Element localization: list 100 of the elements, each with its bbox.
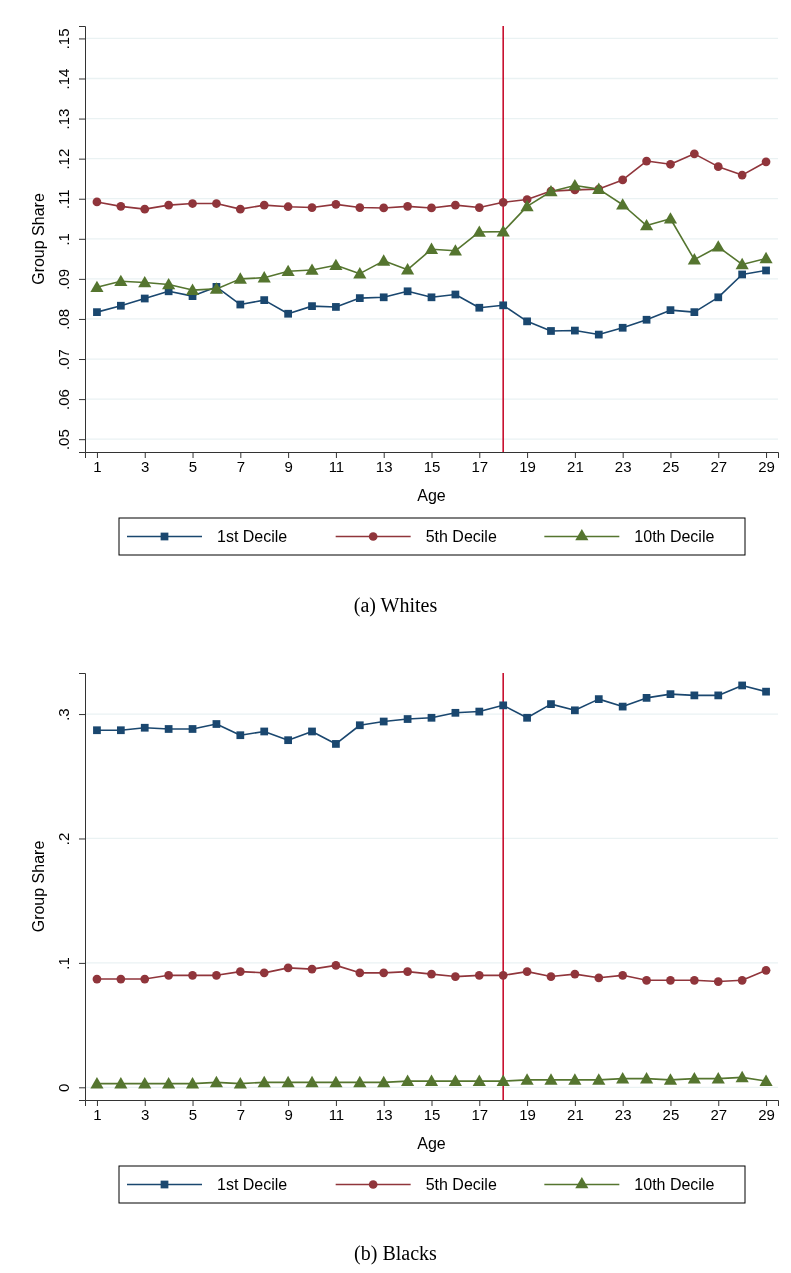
point (571, 326, 579, 335)
point (523, 317, 531, 326)
point (666, 975, 675, 985)
point (164, 970, 174, 980)
x-tick-label: 5 (188, 1105, 198, 1123)
point (713, 977, 723, 986)
point (761, 157, 771, 167)
point (281, 1075, 295, 1088)
legend-label: 1st Decile (217, 528, 288, 546)
point (472, 1074, 486, 1086)
point (427, 713, 436, 722)
point (403, 287, 412, 296)
x-tick-label: 1 (93, 457, 102, 475)
point (639, 218, 654, 231)
point (379, 717, 388, 726)
point (475, 303, 484, 312)
point (305, 1075, 319, 1088)
point (209, 1075, 224, 1088)
point (714, 293, 723, 302)
point (759, 1074, 773, 1086)
point (448, 1074, 462, 1086)
point (355, 968, 365, 978)
point (689, 149, 699, 159)
x-tick-label: 27 (710, 1105, 728, 1123)
text: (a) Whites (353, 594, 438, 617)
x-tick-label: 17 (471, 457, 489, 475)
point (401, 1074, 415, 1086)
point (331, 199, 341, 209)
legend-label: 1st Decile (217, 1176, 288, 1194)
point (377, 254, 391, 266)
y-tick-label: .15 (55, 28, 72, 50)
y-tick-label: .1 (55, 233, 72, 246)
point (235, 967, 245, 976)
point (687, 253, 701, 265)
point (666, 306, 675, 315)
point (738, 681, 747, 690)
point (594, 695, 603, 703)
point (236, 300, 245, 309)
point (520, 1073, 534, 1085)
point (427, 969, 436, 979)
point (474, 970, 484, 980)
point (164, 725, 173, 733)
legend-label: 10th Decile (634, 1176, 715, 1194)
point (116, 974, 126, 984)
x-tick-label: 5 (188, 457, 198, 475)
legend-label: 5th Decile (425, 528, 497, 546)
point (212, 970, 221, 980)
x-tick-label: 19 (519, 1105, 536, 1123)
point (355, 203, 365, 212)
point (762, 687, 770, 696)
y-axis-title: Group Share (30, 840, 47, 933)
point (212, 199, 221, 208)
point (257, 1075, 271, 1088)
point (735, 1070, 749, 1083)
point (737, 975, 747, 985)
point (162, 1076, 176, 1089)
x-tick-label: 25 (662, 457, 680, 475)
point (522, 967, 532, 976)
point (738, 270, 747, 279)
point (616, 198, 630, 210)
point (185, 283, 200, 295)
point (212, 720, 221, 728)
point (663, 1073, 678, 1085)
point (642, 315, 651, 324)
point (618, 970, 628, 980)
point (235, 204, 245, 214)
x-tick-label: 3 (141, 457, 150, 475)
point (283, 202, 293, 212)
y-tick-label: .3 (55, 708, 72, 721)
point (260, 727, 269, 736)
legend-label: 10th Decile (634, 528, 715, 546)
x-tick-label: 21 (567, 457, 584, 475)
x-tick-label: 9 (284, 1105, 293, 1123)
point (498, 970, 508, 980)
point (642, 694, 651, 702)
point (92, 974, 102, 984)
point (448, 244, 462, 256)
point (523, 713, 531, 722)
point (164, 200, 174, 210)
point (544, 1073, 558, 1085)
point (639, 1072, 654, 1084)
y-tick-label: .2 (55, 832, 72, 846)
point (499, 301, 508, 310)
point (257, 271, 271, 283)
point (594, 973, 604, 983)
point (498, 197, 508, 207)
point (618, 323, 627, 332)
point (353, 1075, 367, 1088)
point (403, 967, 412, 976)
x-tick-label: 1 (93, 1105, 102, 1123)
point (618, 702, 627, 711)
point (162, 277, 176, 290)
point (353, 267, 367, 279)
point (499, 701, 508, 710)
point (140, 723, 149, 732)
point (713, 162, 723, 172)
point (666, 159, 675, 169)
point (355, 294, 364, 302)
x-tick-label: 19 (519, 457, 536, 475)
point (642, 156, 651, 166)
